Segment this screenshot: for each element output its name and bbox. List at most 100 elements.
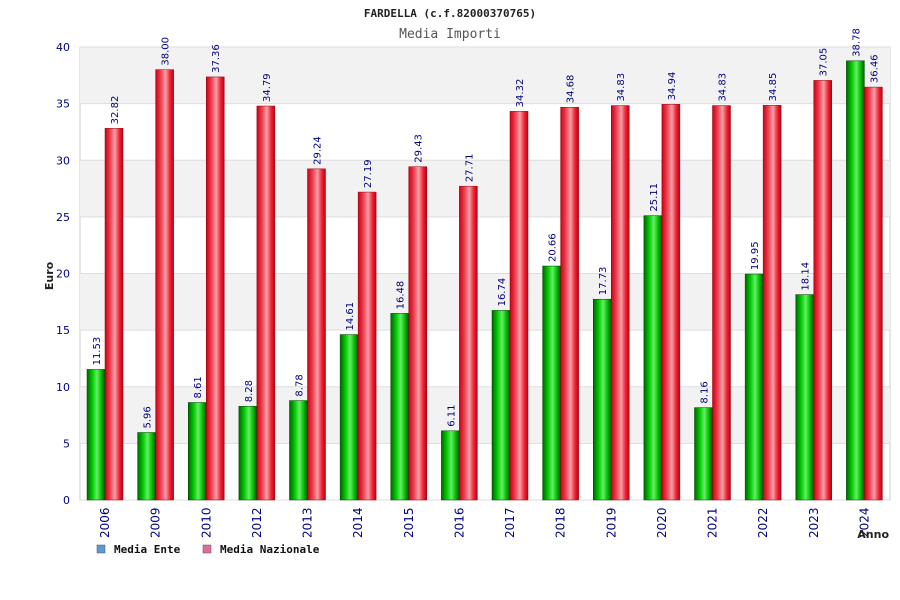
data-label: 25.11 (649, 183, 660, 212)
x-tick-label: 2020 (655, 507, 669, 538)
data-label: 34.68 (566, 75, 577, 104)
x-tick-label: 2018 (554, 507, 568, 538)
data-label: 38.00 (161, 37, 172, 66)
bar-media-nazionale-2024 (864, 86, 883, 501)
x-tick-label: 2017 (503, 507, 517, 538)
bar-media-nazionale-2020 (661, 104, 681, 501)
bar-media-nazionale-2009 (155, 69, 174, 501)
bar-media-ente-2023 (795, 294, 814, 501)
legend: Media Ente Media Nazionale (96, 543, 320, 556)
data-label: 8.28 (244, 380, 255, 402)
x-tick-label: 2009 (149, 507, 163, 538)
legend-swatch-media-nazionale (202, 544, 212, 554)
data-label: 14.61 (345, 302, 356, 331)
data-label: 5.96 (143, 406, 154, 428)
data-label: 34.83 (718, 73, 729, 102)
data-label: 27.19 (363, 159, 374, 188)
legend-swatch-media-ente (96, 544, 106, 554)
x-axis-label: Anno (857, 528, 889, 541)
data-label: 34.85 (768, 73, 779, 102)
bar-media-nazionale-2015 (408, 166, 427, 501)
data-label: 29.43 (414, 134, 425, 163)
data-label: 8.78 (295, 374, 306, 396)
legend-label-media-ente: Media Ente (114, 543, 181, 556)
bar-media-ente-2016 (441, 430, 460, 501)
bar-media-ente-2022 (744, 273, 764, 501)
data-label: 20.66 (548, 233, 559, 262)
data-label: 34.94 (667, 72, 678, 101)
y-tick-label: 25 (56, 211, 70, 224)
x-tick-label: 2014 (351, 507, 365, 538)
x-tick-label: 2023 (807, 507, 821, 538)
x-axis-ticks: 2006 2009 2010 2012 2013 2014 2015 2016 2017 2018… (98, 507, 871, 538)
bar-media-ente-2020 (643, 215, 663, 501)
y-tick-label: 35 (56, 98, 70, 111)
legend-label-media-nazionale: Media Nazionale (220, 543, 320, 556)
data-label: 32.82 (110, 96, 121, 125)
x-tick-label: 2019 (604, 507, 618, 538)
data-label: 8.16 (700, 381, 711, 403)
bar-media-ente-2014 (339, 334, 359, 501)
bar-media-ente-2013 (289, 400, 308, 501)
data-label: 27.71 (464, 154, 475, 183)
data-label: 11.53 (92, 337, 103, 366)
bar-media-nazionale-2016 (459, 185, 478, 501)
bar-media-ente-2012 (238, 405, 258, 501)
y-axis-ticks: 0 5 10 15 20 25 30 35 40 (56, 41, 70, 507)
x-tick-label: 2021 (706, 507, 720, 538)
bar-media-nazionale-2017 (509, 111, 529, 501)
data-label: 37.36 (211, 44, 222, 73)
data-label: 17.73 (598, 267, 609, 296)
bar-media-ente-2015 (390, 313, 409, 501)
data-label: 19.95 (750, 241, 761, 270)
x-tick-label: 2012 (250, 507, 264, 538)
bar-media-nazionale-2021 (712, 105, 731, 501)
bar-media-nazionale-2022 (762, 105, 782, 501)
x-tick-label: 2016 (452, 507, 466, 538)
x-tick-label: 2006 (98, 507, 112, 538)
data-label: 38.78 (851, 28, 862, 57)
x-tick-label: 2013 (301, 507, 315, 538)
bar-media-ente-2006 (86, 369, 106, 501)
data-label: 34.79 (262, 73, 273, 102)
data-label: 34.83 (616, 73, 627, 102)
data-label: 29.24 (313, 136, 324, 165)
y-tick-label: 10 (56, 381, 70, 394)
bar-media-nazionale-2013 (307, 168, 326, 501)
bar-media-ente-2019 (593, 298, 612, 501)
bar-media-nazionale-2006 (104, 128, 124, 501)
bar-media-ente-2018 (542, 265, 561, 501)
y-tick-label: 15 (56, 324, 70, 337)
bar-media-ente-2010 (188, 402, 207, 501)
bar-media-nazionale-2018 (560, 106, 579, 501)
data-label: 37.05 (819, 48, 830, 77)
chart-subtitle: Media Importi (399, 27, 501, 42)
bar-media-nazionale-2019 (611, 105, 630, 501)
data-label: 18.14 (801, 262, 812, 291)
y-tick-label: 20 (56, 268, 70, 281)
x-tick-label: 2015 (402, 507, 416, 538)
bar-media-ente-2021 (694, 407, 713, 501)
data-labels: 11.53 32.82 5.96 38.00 8.61 37.36 8.28 34.79 8.7… (92, 28, 880, 428)
y-tick-label: 5 (63, 437, 70, 450)
x-tick-label: 2010 (199, 507, 213, 538)
bar-media-ente-2017 (491, 310, 511, 501)
bars (86, 60, 883, 501)
data-label: 34.32 (515, 79, 526, 108)
x-tick-label: 2024 (857, 507, 871, 538)
bar-media-nazionale-2023 (813, 80, 832, 501)
data-label: 16.74 (497, 278, 508, 307)
x-tick-label: 2022 (756, 507, 770, 538)
y-tick-label: 30 (56, 154, 70, 167)
bar-media-nazionale-2012 (256, 105, 276, 501)
data-label: 36.46 (869, 54, 880, 83)
data-label: 6.11 (446, 405, 457, 427)
data-label: 8.61 (193, 376, 204, 398)
y-axis-label: Euro (43, 261, 56, 290)
y-tick-label: 0 (63, 494, 70, 507)
bar-media-ente-2009 (137, 432, 156, 501)
bar-media-ente-2024 (846, 60, 865, 501)
bar-media-nazionale-2014 (357, 191, 377, 501)
bar-media-nazionale-2010 (206, 76, 225, 501)
